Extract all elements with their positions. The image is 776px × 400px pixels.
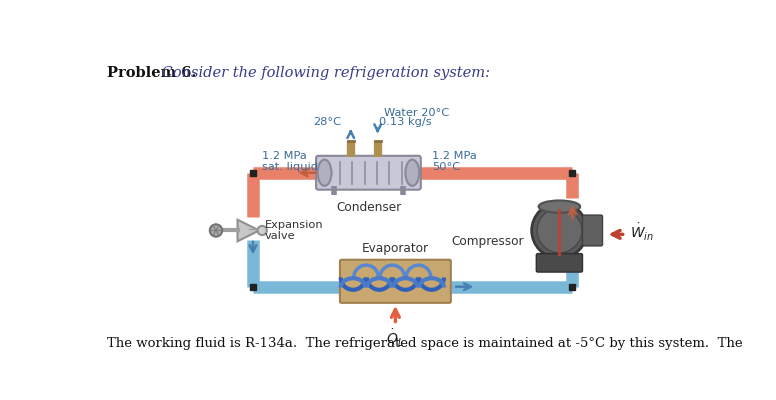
Text: Condenser: Condenser bbox=[336, 201, 401, 214]
Text: Problem 6.: Problem 6. bbox=[106, 66, 196, 80]
Circle shape bbox=[537, 208, 582, 253]
Text: Consider the following refrigeration system:: Consider the following refrigeration sys… bbox=[157, 66, 490, 80]
FancyBboxPatch shape bbox=[340, 260, 451, 303]
Text: 0.13 kg/s: 0.13 kg/s bbox=[379, 117, 432, 127]
Text: Expansion
valve: Expansion valve bbox=[265, 220, 323, 241]
FancyBboxPatch shape bbox=[583, 215, 602, 246]
FancyBboxPatch shape bbox=[316, 156, 421, 190]
Text: $\dot{Q}_L$: $\dot{Q}_L$ bbox=[386, 328, 404, 348]
Text: 50°C: 50°C bbox=[432, 162, 460, 172]
Text: Water 20°C: Water 20°C bbox=[384, 108, 449, 118]
Text: 28°C: 28°C bbox=[314, 117, 341, 127]
Text: The working fluid is R-134a.  The refrigerated space is maintained at -5°C by th: The working fluid is R-134a. The refrige… bbox=[106, 337, 743, 350]
FancyBboxPatch shape bbox=[536, 254, 583, 272]
Ellipse shape bbox=[405, 160, 419, 186]
Text: 1.2 MPa: 1.2 MPa bbox=[432, 151, 477, 161]
Circle shape bbox=[532, 203, 587, 258]
Text: $\dot{W}_{in}$: $\dot{W}_{in}$ bbox=[630, 222, 654, 242]
Ellipse shape bbox=[539, 200, 580, 213]
Text: 1.2 MPa: 1.2 MPa bbox=[262, 151, 307, 161]
Circle shape bbox=[258, 226, 267, 235]
Text: Compressor: Compressor bbox=[452, 235, 524, 248]
Circle shape bbox=[210, 224, 222, 237]
Text: sat. liquid: sat. liquid bbox=[262, 162, 318, 172]
Polygon shape bbox=[237, 220, 259, 241]
Ellipse shape bbox=[317, 160, 331, 186]
Text: Evaporator: Evaporator bbox=[362, 242, 429, 255]
